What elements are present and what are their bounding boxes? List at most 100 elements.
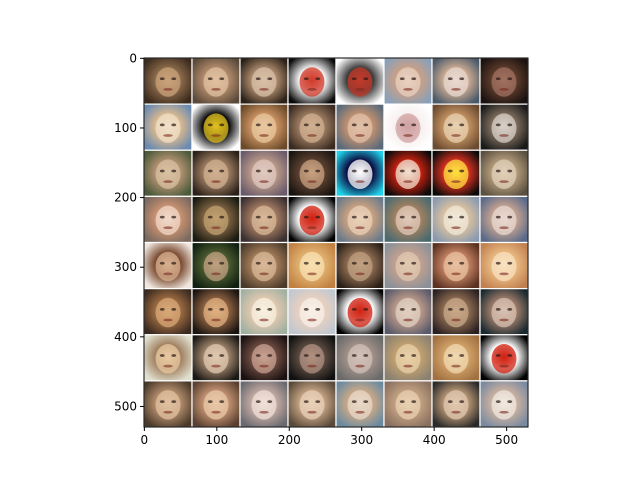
mouth-mark: [355, 87, 365, 91]
face-shape: [155, 251, 181, 282]
y-tick-label: 100: [114, 121, 137, 135]
face-tile: [287, 288, 337, 336]
mouth-mark: [307, 364, 317, 368]
eye-mark: [411, 354, 417, 357]
face-tile: [479, 241, 529, 290]
eye-mark: [171, 77, 177, 81]
face-tile: [287, 103, 337, 151]
face-shape: [443, 297, 469, 328]
face-tile: [431, 334, 481, 382]
face-tile: [143, 380, 193, 428]
face-shape: [443, 205, 469, 236]
face-tile: [431, 103, 481, 151]
face-shape: [155, 205, 181, 236]
face-shape: [299, 390, 325, 420]
face-tile: [239, 380, 289, 428]
face-shape: [491, 343, 517, 374]
eye-mark: [219, 400, 225, 404]
mouth-mark: [259, 134, 269, 137]
face-tile: [191, 334, 241, 382]
face-tile: [335, 241, 385, 290]
face-tile: [239, 334, 289, 382]
eye-mark: [411, 261, 417, 265]
face-shape: [395, 113, 421, 143]
eye-mark: [447, 169, 453, 173]
face-tile: [191, 57, 241, 105]
face-tile: [431, 195, 481, 244]
face-shape: [491, 297, 517, 328]
eye-mark: [219, 354, 225, 357]
face-tile: [143, 288, 193, 336]
image-grid: [143, 57, 529, 428]
face-tile: [479, 380, 529, 428]
x-tick-label: 500: [495, 433, 518, 447]
eye-mark: [411, 123, 417, 127]
face-shape: [299, 343, 325, 374]
face-tile: [335, 288, 385, 336]
eye-mark: [267, 215, 273, 219]
face-tile: [431, 241, 481, 290]
mouth-mark: [403, 134, 413, 137]
face-tile: [143, 149, 193, 197]
mouth-mark: [259, 318, 269, 322]
face-tile: [239, 195, 289, 244]
mouth-mark: [355, 318, 365, 322]
face-shape: [251, 67, 277, 97]
mouth-mark: [403, 364, 413, 368]
face-tile: [431, 380, 481, 428]
eye-mark: [171, 123, 177, 127]
mouth-mark: [451, 364, 461, 368]
eye-mark: [219, 77, 225, 81]
face-tile: [479, 288, 529, 336]
face-tile: [143, 334, 193, 382]
eye-mark: [159, 169, 165, 173]
x-tick-label: 300: [350, 433, 373, 447]
eye-mark: [207, 354, 213, 357]
eye-mark: [363, 123, 369, 127]
face-tile: [191, 103, 241, 151]
mouth-mark: [451, 134, 461, 137]
face-shape: [395, 251, 421, 282]
face-shape: [203, 67, 229, 97]
face-tile: [335, 334, 385, 382]
eye-mark: [267, 77, 273, 81]
face-shape: [251, 159, 277, 189]
eye-mark: [255, 169, 261, 173]
face-shape: [395, 297, 421, 328]
eye-mark: [159, 123, 165, 127]
face-shape: [347, 390, 373, 420]
face-tile: [239, 103, 289, 151]
mouth-mark: [355, 180, 365, 183]
mouth-mark: [403, 87, 413, 91]
eye-mark: [399, 215, 405, 219]
eye-mark: [399, 169, 405, 173]
face-tile: [287, 241, 337, 290]
mouth-mark: [355, 364, 365, 368]
eye-mark: [255, 307, 261, 311]
face-shape: [491, 159, 517, 189]
face-shape: [251, 251, 277, 282]
eye-mark: [351, 169, 357, 173]
eye-mark: [171, 307, 177, 311]
mouth-mark: [499, 364, 509, 368]
face-tile: [431, 288, 481, 336]
eye-mark: [411, 307, 417, 311]
eye-mark: [363, 215, 369, 219]
mouth-mark: [307, 318, 317, 322]
eye-mark: [363, 261, 369, 265]
eye-mark: [159, 215, 165, 219]
x-tick-label: 100: [205, 433, 228, 447]
eye-mark: [159, 307, 165, 311]
eye-mark: [267, 400, 273, 404]
face-tile: [335, 195, 385, 244]
mouth-mark: [451, 318, 461, 322]
eye-mark: [171, 169, 177, 173]
y-tick-label: 500: [114, 399, 137, 413]
eye-mark: [363, 400, 369, 404]
face-tile: [239, 149, 289, 197]
eye-mark: [255, 261, 261, 265]
face-shape: [299, 113, 325, 143]
eye-mark: [303, 400, 309, 404]
eye-mark: [411, 215, 417, 219]
face-tile: [383, 195, 433, 244]
